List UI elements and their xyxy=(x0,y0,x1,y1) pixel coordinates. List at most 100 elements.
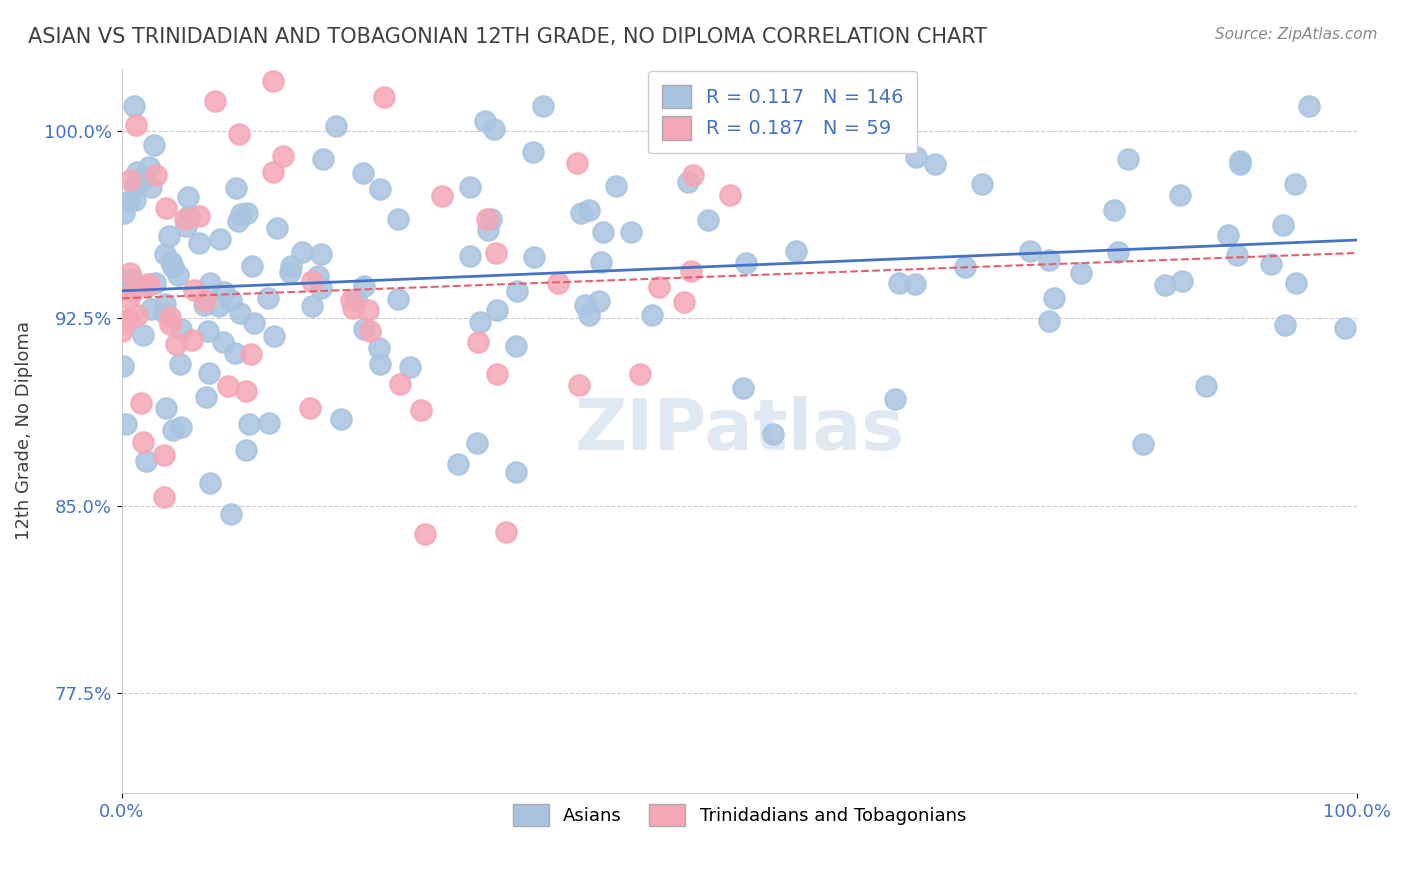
Point xyxy=(1195,379,1218,393)
Point xyxy=(240,347,263,361)
Point xyxy=(628,367,651,381)
Point xyxy=(591,255,613,269)
Point xyxy=(467,335,489,350)
Point xyxy=(114,417,136,432)
Point xyxy=(217,379,239,393)
Point xyxy=(387,292,409,306)
Point xyxy=(1298,99,1320,113)
Point xyxy=(198,476,221,491)
Point xyxy=(214,285,236,299)
Point xyxy=(139,301,162,316)
Point xyxy=(373,90,395,104)
Point xyxy=(1274,318,1296,332)
Point xyxy=(170,322,193,336)
Point xyxy=(676,175,699,189)
Point xyxy=(173,211,195,226)
Point xyxy=(696,213,718,227)
Point xyxy=(125,119,148,133)
Point xyxy=(193,298,215,312)
Point xyxy=(588,293,610,308)
Point xyxy=(821,120,844,135)
Point xyxy=(219,293,242,307)
Point xyxy=(1229,156,1251,170)
Point xyxy=(672,295,695,310)
Point xyxy=(229,305,252,319)
Point xyxy=(166,268,188,283)
Point xyxy=(169,357,191,371)
Point xyxy=(240,260,263,274)
Point xyxy=(111,276,134,290)
Point xyxy=(228,214,250,228)
Point xyxy=(224,346,246,360)
Point xyxy=(409,403,432,417)
Y-axis label: 12th Grade, No Diploma: 12th Grade, No Diploma xyxy=(15,321,32,541)
Point xyxy=(1104,203,1126,218)
Point xyxy=(733,381,755,395)
Point xyxy=(353,322,375,336)
Point xyxy=(111,324,134,338)
Point xyxy=(465,435,488,450)
Point xyxy=(785,244,807,258)
Point xyxy=(112,205,135,219)
Point xyxy=(124,193,146,207)
Point xyxy=(1132,436,1154,450)
Point xyxy=(135,454,157,468)
Point xyxy=(887,277,910,291)
Point xyxy=(153,297,176,311)
Point xyxy=(180,333,202,347)
Point xyxy=(143,276,166,290)
Point xyxy=(1334,321,1357,335)
Point xyxy=(238,417,260,431)
Point xyxy=(124,179,146,194)
Point xyxy=(883,392,905,406)
Point xyxy=(477,223,499,237)
Point xyxy=(522,145,544,159)
Point xyxy=(208,300,231,314)
Point xyxy=(177,209,200,223)
Point xyxy=(359,324,381,338)
Point xyxy=(118,194,141,208)
Point xyxy=(648,280,671,294)
Point xyxy=(122,284,145,298)
Point xyxy=(547,276,569,290)
Point xyxy=(1284,177,1306,191)
Point xyxy=(1168,187,1191,202)
Point xyxy=(211,334,233,349)
Point xyxy=(485,245,508,260)
Point xyxy=(523,250,546,264)
Point xyxy=(568,378,591,392)
Point xyxy=(340,293,363,308)
Point xyxy=(256,292,278,306)
Point xyxy=(301,274,323,288)
Point xyxy=(1107,245,1129,260)
Point xyxy=(387,211,409,226)
Point xyxy=(325,119,347,133)
Point xyxy=(157,228,180,243)
Point xyxy=(145,168,167,182)
Point xyxy=(1216,228,1239,243)
Point xyxy=(1038,314,1060,328)
Point xyxy=(688,112,710,127)
Point xyxy=(309,281,332,295)
Point xyxy=(162,260,184,275)
Point xyxy=(262,74,284,88)
Point xyxy=(505,465,527,479)
Point xyxy=(155,201,177,215)
Point xyxy=(972,177,994,191)
Point xyxy=(290,244,312,259)
Point xyxy=(718,188,741,202)
Point xyxy=(569,205,592,219)
Point xyxy=(187,209,209,223)
Point xyxy=(592,225,614,239)
Point xyxy=(266,221,288,235)
Point xyxy=(198,366,221,380)
Point xyxy=(298,401,321,415)
Point xyxy=(263,328,285,343)
Point xyxy=(1070,266,1092,280)
Point xyxy=(368,182,391,196)
Point xyxy=(228,127,250,141)
Point xyxy=(235,442,257,457)
Point xyxy=(1260,257,1282,271)
Point xyxy=(1116,152,1139,166)
Point xyxy=(432,189,454,203)
